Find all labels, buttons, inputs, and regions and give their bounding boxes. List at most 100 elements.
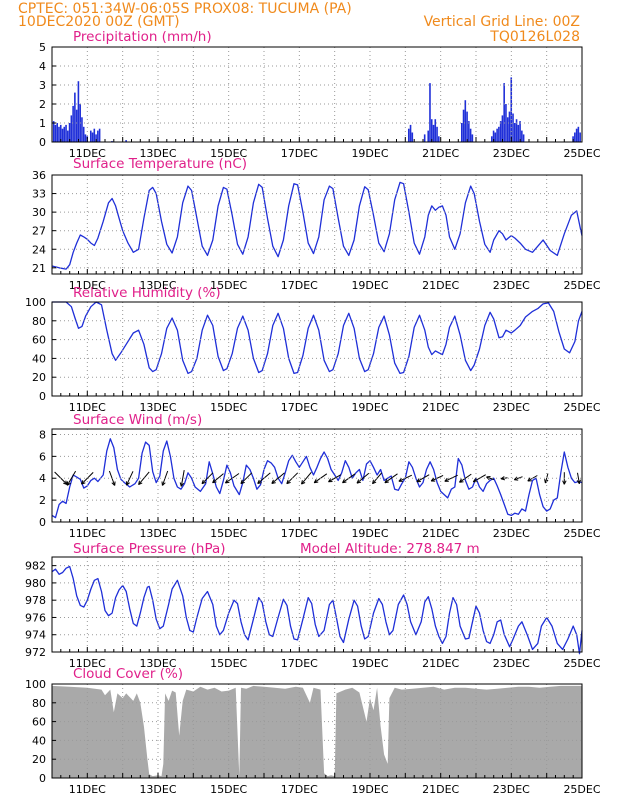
wind-arrow-head xyxy=(356,481,362,484)
wind-arrow-head xyxy=(430,477,435,482)
wind-arrow xyxy=(577,472,580,484)
precipitation-bar xyxy=(430,119,433,142)
precipitation-bar xyxy=(58,126,60,142)
pressure-y-tick-label: 978 xyxy=(25,594,46,607)
humidity-panel: 0 20 40 60 80 100 11DEC 13DEC 15DEC 17DEC 19DEC 21D… xyxy=(25,296,601,414)
precipitation-bar xyxy=(423,134,426,142)
temperature-x-tick-label: 17DEC xyxy=(281,279,318,292)
cloud-y-tick-label: 100 xyxy=(25,678,46,691)
wind-arrow-head xyxy=(356,479,360,484)
wind-arrow-head xyxy=(384,481,389,484)
cloud-x-tick-label: 25DEC xyxy=(563,783,600,796)
precipitation-bar xyxy=(471,134,474,142)
precipitation-bar xyxy=(510,77,513,142)
header-location: CPTEC: 051:34W-06:05S PROX08: TUCUMA (PA… xyxy=(18,1,352,17)
cloud-x-tick-label: 17DEC xyxy=(281,783,318,796)
wind-arrow xyxy=(201,472,214,485)
precipitation-x-tick-label: 23DEC xyxy=(493,147,530,160)
temperature-y-tick-label: 30 xyxy=(32,206,46,219)
precipitation-bar xyxy=(77,81,80,142)
precipitation-plot-area xyxy=(52,47,582,142)
cloud-x-tick-label: 21DEC xyxy=(422,783,459,796)
humidity-y-tick-label: 100 xyxy=(25,296,46,309)
temperature-x-tick-label: 19DEC xyxy=(351,279,388,292)
humidity-line xyxy=(52,301,583,375)
wind-arrow-head xyxy=(179,482,182,487)
precipitation-bar xyxy=(429,83,431,142)
precipitation-bar xyxy=(81,117,83,142)
wind-arrow xyxy=(328,474,342,483)
temperature-x-tick-label: 15DEC xyxy=(210,279,247,292)
wind-arrow-head xyxy=(472,478,477,483)
wind-arrow xyxy=(180,470,185,487)
wind-arrow-head xyxy=(459,478,462,483)
pressure-y-tick-label: 974 xyxy=(25,629,46,642)
precipitation-bar xyxy=(468,121,470,142)
precipitation-bar xyxy=(70,115,73,142)
cloud-title: Cloud Cover (%) xyxy=(73,666,183,682)
wind-arrow xyxy=(372,472,383,485)
precipitation-bar xyxy=(515,119,518,142)
precipitation-bar xyxy=(503,83,505,142)
wind-arrow-head xyxy=(416,478,420,483)
wind-arrow xyxy=(138,471,150,485)
precipitation-x-tick-label: 21DEC xyxy=(422,147,459,160)
precipitation-bar xyxy=(61,128,64,142)
wind-arrow xyxy=(356,472,370,484)
wind-arrow-head xyxy=(486,476,490,481)
wind-arrow-head xyxy=(301,482,306,485)
wind-arrow-head xyxy=(240,481,245,485)
precipitation-bar xyxy=(434,119,437,142)
wind-arrow xyxy=(240,472,253,485)
precipitation-y-tick-label: 2 xyxy=(39,98,46,111)
wind-arrow xyxy=(301,471,312,485)
wind-arrow-head xyxy=(201,481,206,485)
wind-arrow-head xyxy=(313,478,317,483)
humidity-y-tick-label: 0 xyxy=(39,390,46,403)
precipitation-bar xyxy=(498,126,500,142)
wind-y-tick-label: 4 xyxy=(39,472,46,485)
wind-arrow xyxy=(398,474,413,482)
pressure-y-tick-label: 976 xyxy=(25,612,46,625)
precipitation-x-tick-label: 11DEC xyxy=(69,147,106,160)
wind-x-tick-label: 25DEC xyxy=(563,527,600,540)
precipitation-bar xyxy=(466,111,468,142)
wind-arrow-head xyxy=(328,478,332,483)
wind-arrow-head xyxy=(225,481,230,484)
wind-arrow-head xyxy=(286,481,291,485)
cloud-area xyxy=(52,685,582,778)
wind-arrow-head xyxy=(563,480,567,485)
humidity-x-tick-label: 11DEC xyxy=(69,401,106,414)
precipitation-bar xyxy=(97,130,99,142)
precipitation-y-tick-label: 4 xyxy=(39,60,46,73)
wind-arrow-head xyxy=(201,479,204,484)
wind-arrow xyxy=(459,473,472,483)
precipitation-bar xyxy=(125,140,127,142)
wind-arrow-head xyxy=(212,481,217,484)
wind-y-tick-label: 0 xyxy=(39,516,46,529)
wind-arrow-head xyxy=(384,478,388,483)
pressure-x-tick-label: 15DEC xyxy=(210,657,247,670)
precipitation-bar xyxy=(89,130,92,142)
wind-arrow-head xyxy=(562,480,565,485)
wind-arrow xyxy=(416,474,430,483)
wind-arrow-head xyxy=(271,482,276,484)
temperature-y-tick-label: 36 xyxy=(32,169,46,182)
humidity-x-tick-label: 15DEC xyxy=(210,401,247,414)
temperature-x-tick-label: 11DEC xyxy=(69,279,106,292)
wind-arrow-head xyxy=(240,479,243,484)
temperature-plot-area xyxy=(52,175,582,274)
cloud-y-tick-label: 0 xyxy=(39,772,46,785)
wind-arrow xyxy=(444,474,458,482)
temperature-x-tick-label: 21DEC xyxy=(422,279,459,292)
precipitation-bar xyxy=(579,132,581,142)
precipitation-x-tick-label: 17DEC xyxy=(281,147,318,160)
precipitation-bar xyxy=(407,128,410,142)
wind-arrow-head xyxy=(513,476,518,481)
precipitation-bar xyxy=(93,128,96,142)
wind-panel: 0 2 4 6 8 11DEC 13DEC 15DEC 17DEC 19DEC 21DEC 23DEC… xyxy=(39,428,601,540)
precipitation-panel: 0 1 2 3 4 5 11DEC 13DEC 15DEC 17DEC 19DEC 21DEC 23DE… xyxy=(39,41,601,160)
cloud-x-tick-label: 23DEC xyxy=(493,783,530,796)
pressure-line xyxy=(51,565,583,655)
